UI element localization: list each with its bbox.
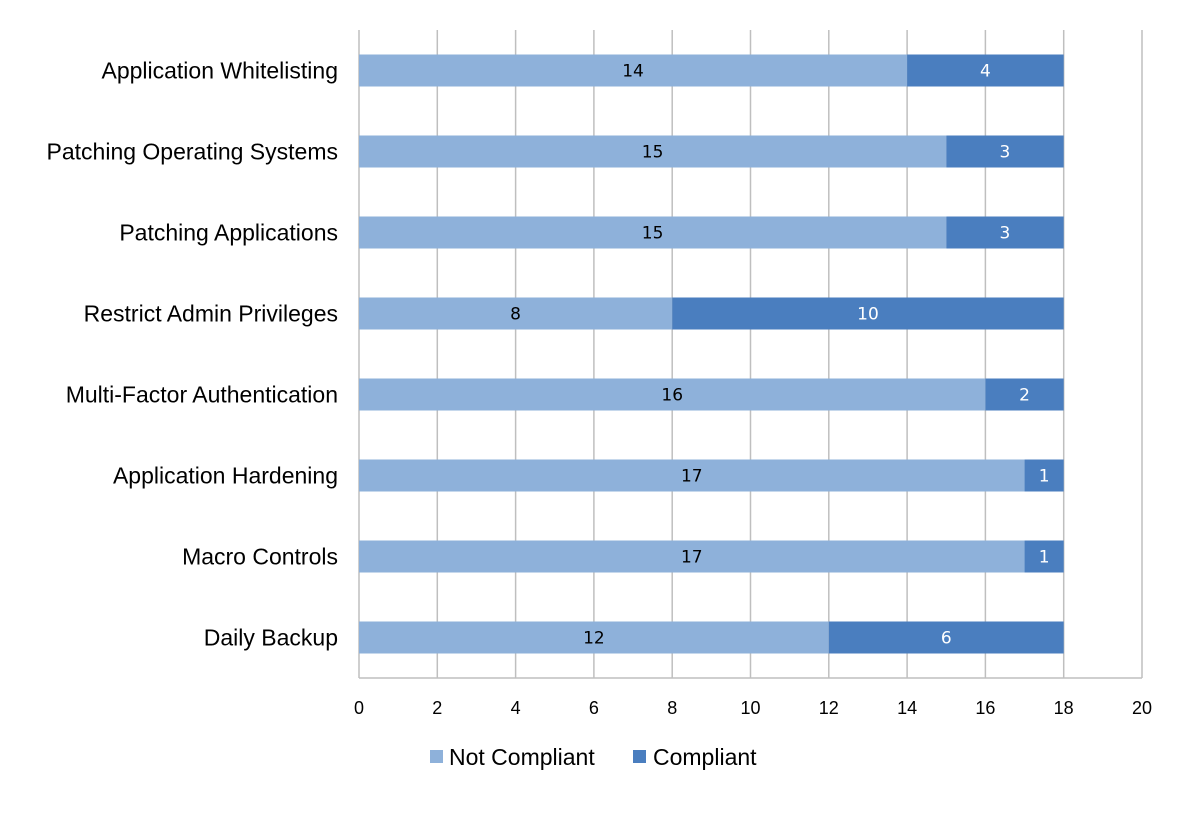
legend-swatch-not-compliant bbox=[430, 750, 443, 763]
bar-not-compliant-application-hardening bbox=[359, 459, 1025, 492]
x-tick-label-18: 18 bbox=[1054, 698, 1074, 718]
category-label-restrict-admin-privileges: Restrict Admin Privileges bbox=[84, 301, 338, 327]
bar-compliant-daily-backup bbox=[828, 621, 1064, 654]
data-label-not-compliant-application-hardening: 17 bbox=[681, 467, 703, 487]
data-label-not-compliant-daily-backup: 12 bbox=[583, 629, 605, 649]
bar-not-compliant-daily-backup bbox=[359, 621, 829, 654]
bar-not-compliant-patching-operating-systems bbox=[359, 135, 947, 168]
x-tick-label-0: 0 bbox=[354, 698, 364, 718]
data-label-compliant-patching-operating-systems: 3 bbox=[1000, 143, 1011, 163]
x-tick-label-14: 14 bbox=[897, 698, 917, 718]
data-label-not-compliant-application-whitelisting: 14 bbox=[622, 62, 644, 82]
x-tick-label-12: 12 bbox=[819, 698, 839, 718]
data-label-not-compliant-macro-controls: 17 bbox=[681, 548, 703, 568]
bar-not-compliant-multi-factor-authentication bbox=[359, 378, 986, 411]
x-tick-label-16: 16 bbox=[975, 698, 995, 718]
category-label-application-hardening: Application Hardening bbox=[113, 463, 338, 489]
x-tick-label-4: 4 bbox=[511, 698, 521, 718]
data-label-compliant-daily-backup: 6 bbox=[941, 629, 952, 649]
x-tick-label-2: 2 bbox=[432, 698, 442, 718]
legend-label-compliant: Compliant bbox=[653, 744, 757, 770]
bar-compliant-patching-operating-systems bbox=[946, 135, 1064, 168]
bar-not-compliant-patching-applications bbox=[359, 216, 947, 249]
data-label-compliant-application-whitelisting: 4 bbox=[980, 62, 991, 82]
bar-not-compliant-macro-controls bbox=[359, 540, 1025, 573]
bar-not-compliant-application-whitelisting bbox=[359, 54, 908, 87]
data-label-compliant-patching-applications: 3 bbox=[1000, 224, 1011, 244]
category-label-application-whitelisting: Application Whitelisting bbox=[101, 58, 338, 84]
data-label-not-compliant-patching-operating-systems: 15 bbox=[642, 143, 664, 163]
category-label-daily-backup: Daily Backup bbox=[204, 625, 338, 651]
data-label-compliant-multi-factor-authentication: 2 bbox=[1019, 386, 1030, 406]
bar-compliant-multi-factor-authentication bbox=[985, 378, 1064, 411]
category-label-patching-operating-systems: Patching Operating Systems bbox=[47, 139, 338, 165]
bar-compliant-patching-applications bbox=[946, 216, 1064, 249]
data-label-not-compliant-patching-applications: 15 bbox=[642, 224, 664, 244]
bar-compliant-application-hardening bbox=[1024, 459, 1064, 492]
legend: Not Compliant Compliant bbox=[430, 744, 757, 770]
x-tick-label-8: 8 bbox=[667, 698, 677, 718]
data-label-not-compliant-multi-factor-authentication: 16 bbox=[661, 386, 683, 406]
category-label-macro-controls: Macro Controls bbox=[182, 544, 338, 570]
bar-not-compliant-restrict-admin-privileges bbox=[359, 297, 673, 330]
data-label-compliant-macro-controls: 1 bbox=[1039, 548, 1050, 568]
legend-label-not-compliant: Not Compliant bbox=[449, 744, 595, 770]
data-label-compliant-restrict-admin-privileges: 10 bbox=[857, 305, 879, 325]
bar-compliant-restrict-admin-privileges bbox=[672, 297, 1064, 330]
bar-compliant-application-whitelisting bbox=[907, 54, 1064, 87]
data-label-compliant-application-hardening: 1 bbox=[1039, 467, 1050, 487]
x-tick-label-20: 20 bbox=[1132, 698, 1152, 718]
x-tick-label-10: 10 bbox=[740, 698, 760, 718]
bar-compliant-macro-controls bbox=[1024, 540, 1064, 573]
x-tick-label-6: 6 bbox=[589, 698, 599, 718]
bars bbox=[359, 54, 1064, 654]
data-label-not-compliant-restrict-admin-privileges: 8 bbox=[510, 305, 521, 325]
category-label-patching-applications: Patching Applications bbox=[119, 220, 338, 246]
category-label-multi-factor-authentication: Multi-Factor Authentication bbox=[66, 382, 338, 408]
gridlines bbox=[358, 30, 1143, 678]
legend-swatch-compliant bbox=[633, 750, 646, 763]
